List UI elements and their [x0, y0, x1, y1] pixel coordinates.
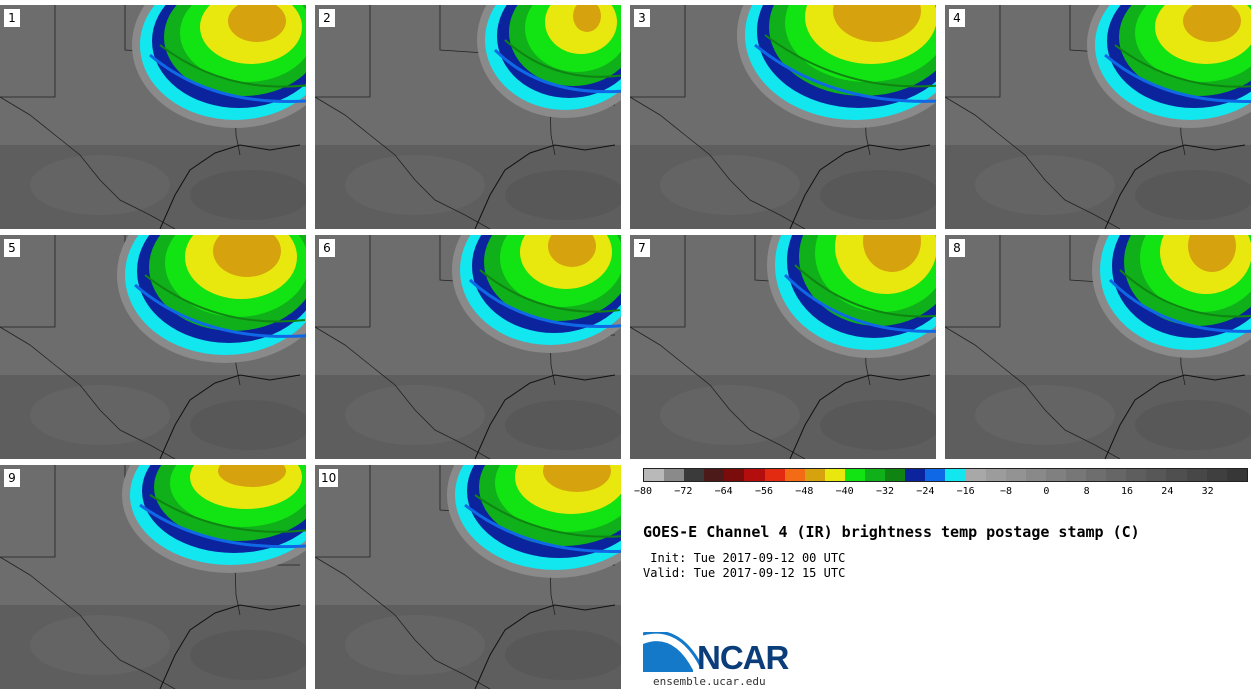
init-time: Init: Tue 2017-09-12 00 UTC [643, 551, 846, 565]
colorbar-swatch [925, 469, 946, 481]
colorbar-swatch [1146, 469, 1167, 481]
colorbar-swatch [1186, 469, 1207, 481]
colorbar-tick-label: −48 [795, 486, 814, 497]
colorbar-tick-label: 32 [1201, 486, 1214, 497]
colorbar-swatch [1166, 469, 1187, 481]
colorbar-tick-label: −80 [633, 486, 653, 497]
colorbar-swatch [865, 469, 886, 481]
ensemble-member-stamp: 5 [0, 235, 306, 459]
colorbar-swatch [1065, 469, 1087, 481]
member-label: 10 [319, 469, 339, 487]
member-label: 3 [634, 9, 650, 27]
colorbar-swatch [664, 469, 685, 481]
ensemble-member-stamp: 1 [0, 5, 306, 229]
colorbar-swatch [1086, 469, 1107, 481]
colorbar-swatch [844, 469, 866, 481]
valid-time: Valid: Tue 2017-09-12 15 UTC [643, 566, 846, 580]
colorbar-swatch [684, 469, 705, 481]
colorbar-swatch [1206, 469, 1227, 481]
ensemble-member-stamp: 9 [0, 465, 306, 689]
colorbar-swatch [1106, 469, 1127, 481]
member-label: 7 [634, 239, 650, 257]
colorbar-tick-label: −64 [714, 486, 733, 497]
colorbar-tick-label: −16 [956, 486, 975, 497]
ensemble-member-stamp: 2 [315, 5, 621, 229]
colorbar-swatch [804, 469, 825, 481]
colorbar-swatch [985, 469, 1006, 481]
colorbar-swatch [784, 469, 805, 481]
colorbar-tick-label: −32 [875, 486, 895, 497]
member-label: 2 [319, 9, 335, 27]
colorbar-swatch [905, 469, 926, 481]
colorbar-swatch [704, 469, 725, 481]
member-label: 5 [4, 239, 20, 257]
member-label: 4 [949, 9, 965, 27]
colorbar-swatch [1126, 469, 1147, 481]
init-valid-info: Init: Tue 2017-09-12 00 UTC Valid: Tue 2… [643, 551, 845, 581]
ensemble-member-stamp: 3 [630, 5, 936, 229]
colorbar-swatch [724, 469, 745, 481]
colorbar-swatch [744, 469, 765, 481]
member-label: 8 [949, 239, 965, 257]
colorbar-swatch [1226, 469, 1247, 481]
member-label: 9 [4, 469, 20, 487]
ensemble-member-stamp: 4 [945, 5, 1251, 229]
ncar-logo-text: NCAR [697, 639, 789, 676]
colorbar-swatch [1025, 469, 1046, 481]
ensemble-member-stamp: 7 [630, 235, 936, 459]
ensemble-member-stamp: 8 [945, 235, 1251, 459]
colorbar-tick-label: −24 [916, 486, 935, 497]
colorbar-tick-label: 0 [1043, 486, 1050, 497]
colorbar-tick-label: 16 [1120, 486, 1134, 497]
colorbar-tick-label: −40 [835, 486, 854, 497]
colorbar-tick-label: −56 [754, 486, 774, 497]
logo-url: ensemble.ucar.edu [653, 675, 766, 688]
member-label: 6 [319, 239, 335, 257]
colorbar-swatch [965, 469, 986, 481]
colorbar-swatch [1005, 469, 1026, 481]
colorbar-tick-label: 24 [1161, 486, 1174, 497]
member-label: 1 [4, 9, 20, 27]
ensemble-member-stamp: 10 [315, 465, 621, 689]
colorbar-tick-label: 8 [1083, 486, 1090, 497]
ncar-logo-icon [643, 632, 703, 672]
colorbar-tick-label: −72 [674, 486, 693, 497]
colorbar-ticks: −80 −72 −64 −56 −48 −40 −32 −24 −16 −8 0 8 16 24 32 [634, 486, 1248, 500]
colorbar-tick-label: −8 [999, 486, 1013, 497]
figure-title: GOES-E Channel 4 (IR) brightness temp po… [643, 523, 1140, 541]
colorbar-swatch [644, 469, 665, 481]
colorbar-swatch [945, 469, 966, 481]
colorbar-swatch [764, 469, 785, 481]
colorbar-swatch [885, 469, 906, 481]
colorbar [643, 468, 1248, 482]
colorbar-swatch [1045, 469, 1066, 481]
ensemble-member-stamp: 6 [315, 235, 621, 459]
colorbar-swatch [824, 469, 845, 481]
